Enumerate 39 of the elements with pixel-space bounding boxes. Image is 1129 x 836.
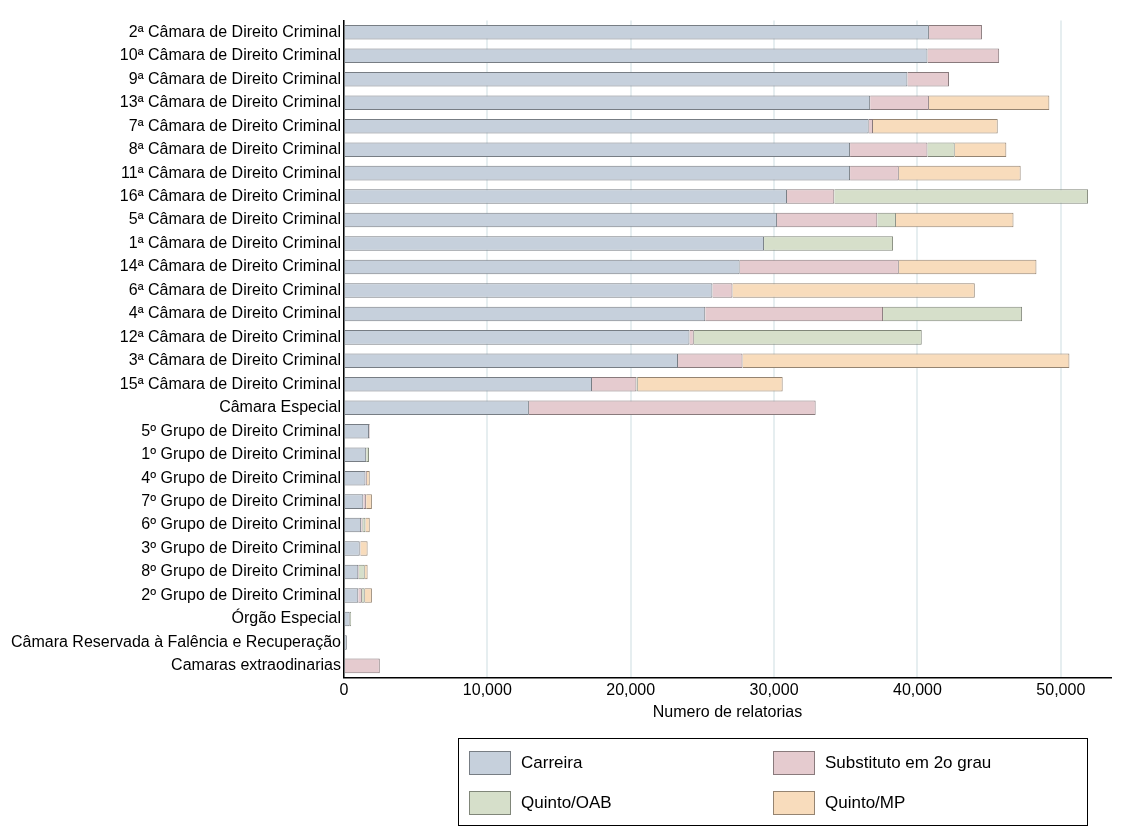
- x-tick-label: 50,000: [1036, 680, 1086, 698]
- x-axis-title: Numero de relatorias: [652, 702, 803, 720]
- legend-label: Quinto/MP: [825, 793, 906, 813]
- y-tick-label: Câmara Especial: [219, 398, 341, 416]
- legend-label: Substituto em 2o grau: [825, 753, 992, 773]
- y-tick-label: 1ª Câmara de Direito Criminal: [128, 233, 341, 251]
- legend-label: Carreira: [521, 753, 583, 773]
- y-tick-label: 11ª Câmara de Direito Criminal: [121, 163, 341, 181]
- y-tick-label: 14ª Câmara de Direito Criminal: [119, 257, 341, 275]
- y-tick-label: 5ª Câmara de Direito Criminal: [128, 210, 341, 228]
- y-tick-label: 2º Grupo de Direito Criminal: [141, 585, 341, 603]
- x-tick-label: 0: [339, 680, 349, 698]
- y-tick-label: 7ª Câmara de Direito Criminal: [128, 116, 341, 134]
- y-tick-label: 4ª Câmara de Direito Criminal: [128, 304, 341, 322]
- y-tick-label: 9ª Câmara de Direito Criminal: [128, 69, 341, 87]
- x-tick-label: 40,000: [892, 680, 943, 698]
- y-tick-label: Camaras extraodinarias: [171, 656, 341, 674]
- y-tick-label: 8º Grupo de Direito Criminal: [141, 562, 341, 580]
- y-tick-label: 6º Grupo de Direito Criminal: [141, 515, 341, 533]
- y-tick-label: 12ª Câmara de Direito Criminal: [119, 327, 341, 345]
- y-tick-label: 2ª Câmara de Direito Criminal: [128, 22, 341, 40]
- y-tick-label: 8ª Câmara de Direito Criminal: [128, 140, 341, 158]
- y-tick-label: Órgão Especial: [231, 608, 341, 627]
- y-tick-label: 13ª Câmara de Direito Criminal: [119, 93, 341, 111]
- y-tick-label: 3ª Câmara de Direito Criminal: [128, 351, 341, 369]
- y-tick-label: 1º Grupo de Direito Criminal: [141, 445, 341, 463]
- y-tick-label: 7º Grupo de Direito Criminal: [141, 492, 341, 510]
- y-tick-label: 3º Grupo de Direito Criminal: [141, 538, 341, 556]
- y-tick-label: 15ª Câmara de Direito Criminal: [119, 374, 341, 392]
- y-tick-label: 5º Grupo de Direito Criminal: [141, 421, 341, 439]
- y-tick-label: 4º Grupo de Direito Criminal: [141, 468, 341, 486]
- x-tick-label: 30,000: [749, 680, 799, 698]
- y-tick-label: 10ª Câmara de Direito Criminal: [119, 46, 341, 64]
- y-tick-label: Câmara Reservada à Falência e Recuperação: [11, 632, 342, 650]
- y-tick-label: 6ª Câmara de Direito Criminal: [128, 280, 341, 298]
- x-tick-label: 10,000: [462, 680, 512, 698]
- y-tick-label: 16ª Câmara de Direito Criminal: [119, 186, 341, 204]
- legend-label: Quinto/OAB: [521, 793, 612, 813]
- x-tick-label: 20,000: [606, 680, 656, 698]
